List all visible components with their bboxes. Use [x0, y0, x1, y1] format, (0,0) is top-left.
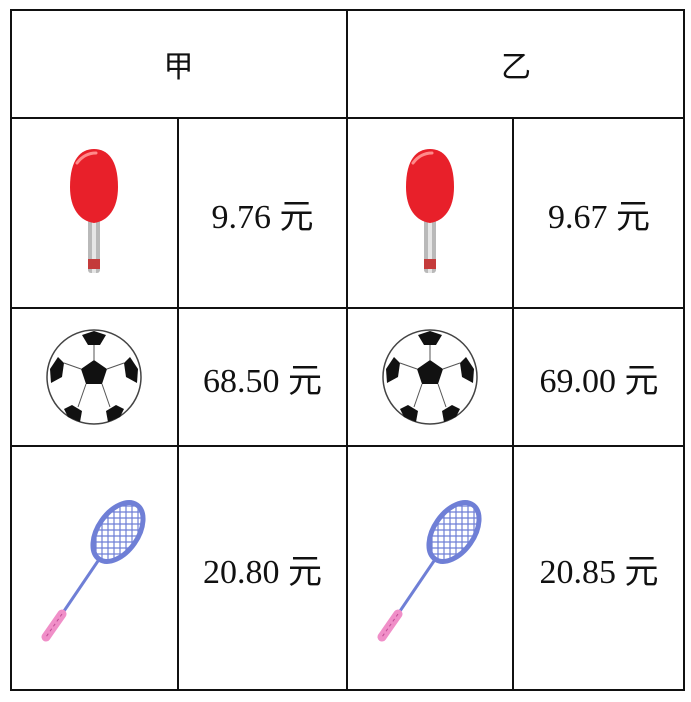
jia-row-3-price: 20.80 元	[178, 446, 347, 691]
jia-row-2-price: 68.50 元	[178, 308, 347, 446]
divider-header	[10, 117, 685, 119]
header-yi-label: 乙	[501, 50, 531, 84]
soccer-ball-icon	[382, 329, 478, 425]
jia-row-2-item	[10, 308, 178, 446]
badminton-racket-icon	[41, 493, 154, 641]
badminton-racket-icon	[377, 493, 490, 641]
jia-row-2-price-text: 68.50 元	[203, 362, 322, 400]
header-yi: 乙	[347, 9, 685, 118]
yi-row-3-item	[347, 446, 513, 691]
yi-row-1-price: 9.67 元	[513, 118, 685, 308]
yi-row-1-price-text: 9.67 元	[548, 198, 650, 236]
jia-row-3-item	[10, 446, 178, 691]
divider-center	[346, 9, 348, 691]
yi-row-3-price-text: 20.85 元	[539, 554, 659, 591]
soccer-ball-icon	[46, 329, 142, 425]
yi-row-2-price: 69.00 元	[513, 308, 685, 446]
jia-row-1-item	[10, 118, 178, 308]
divider-row-2	[10, 445, 685, 447]
yi-row-1-item	[347, 118, 513, 308]
table-tennis-paddle-icon	[406, 149, 454, 273]
yi-row-2-item	[347, 308, 513, 446]
divider-jia-columns	[177, 118, 179, 691]
header-jia: 甲	[10, 9, 347, 118]
yi-row-3-price: 20.85 元	[513, 446, 685, 691]
header-jia-label: 甲	[163, 50, 194, 84]
yi-row-2-price-text: 69.00 元	[539, 362, 659, 400]
jia-row-1-price: 9.76 元	[178, 118, 347, 308]
divider-yi-columns	[512, 118, 514, 691]
table-tennis-paddle-icon	[70, 149, 118, 273]
divider-row-1	[10, 307, 685, 309]
jia-row-1-price-text: 9.76 元	[211, 198, 314, 236]
jia-row-3-price-text: 20.80 元	[203, 554, 322, 591]
